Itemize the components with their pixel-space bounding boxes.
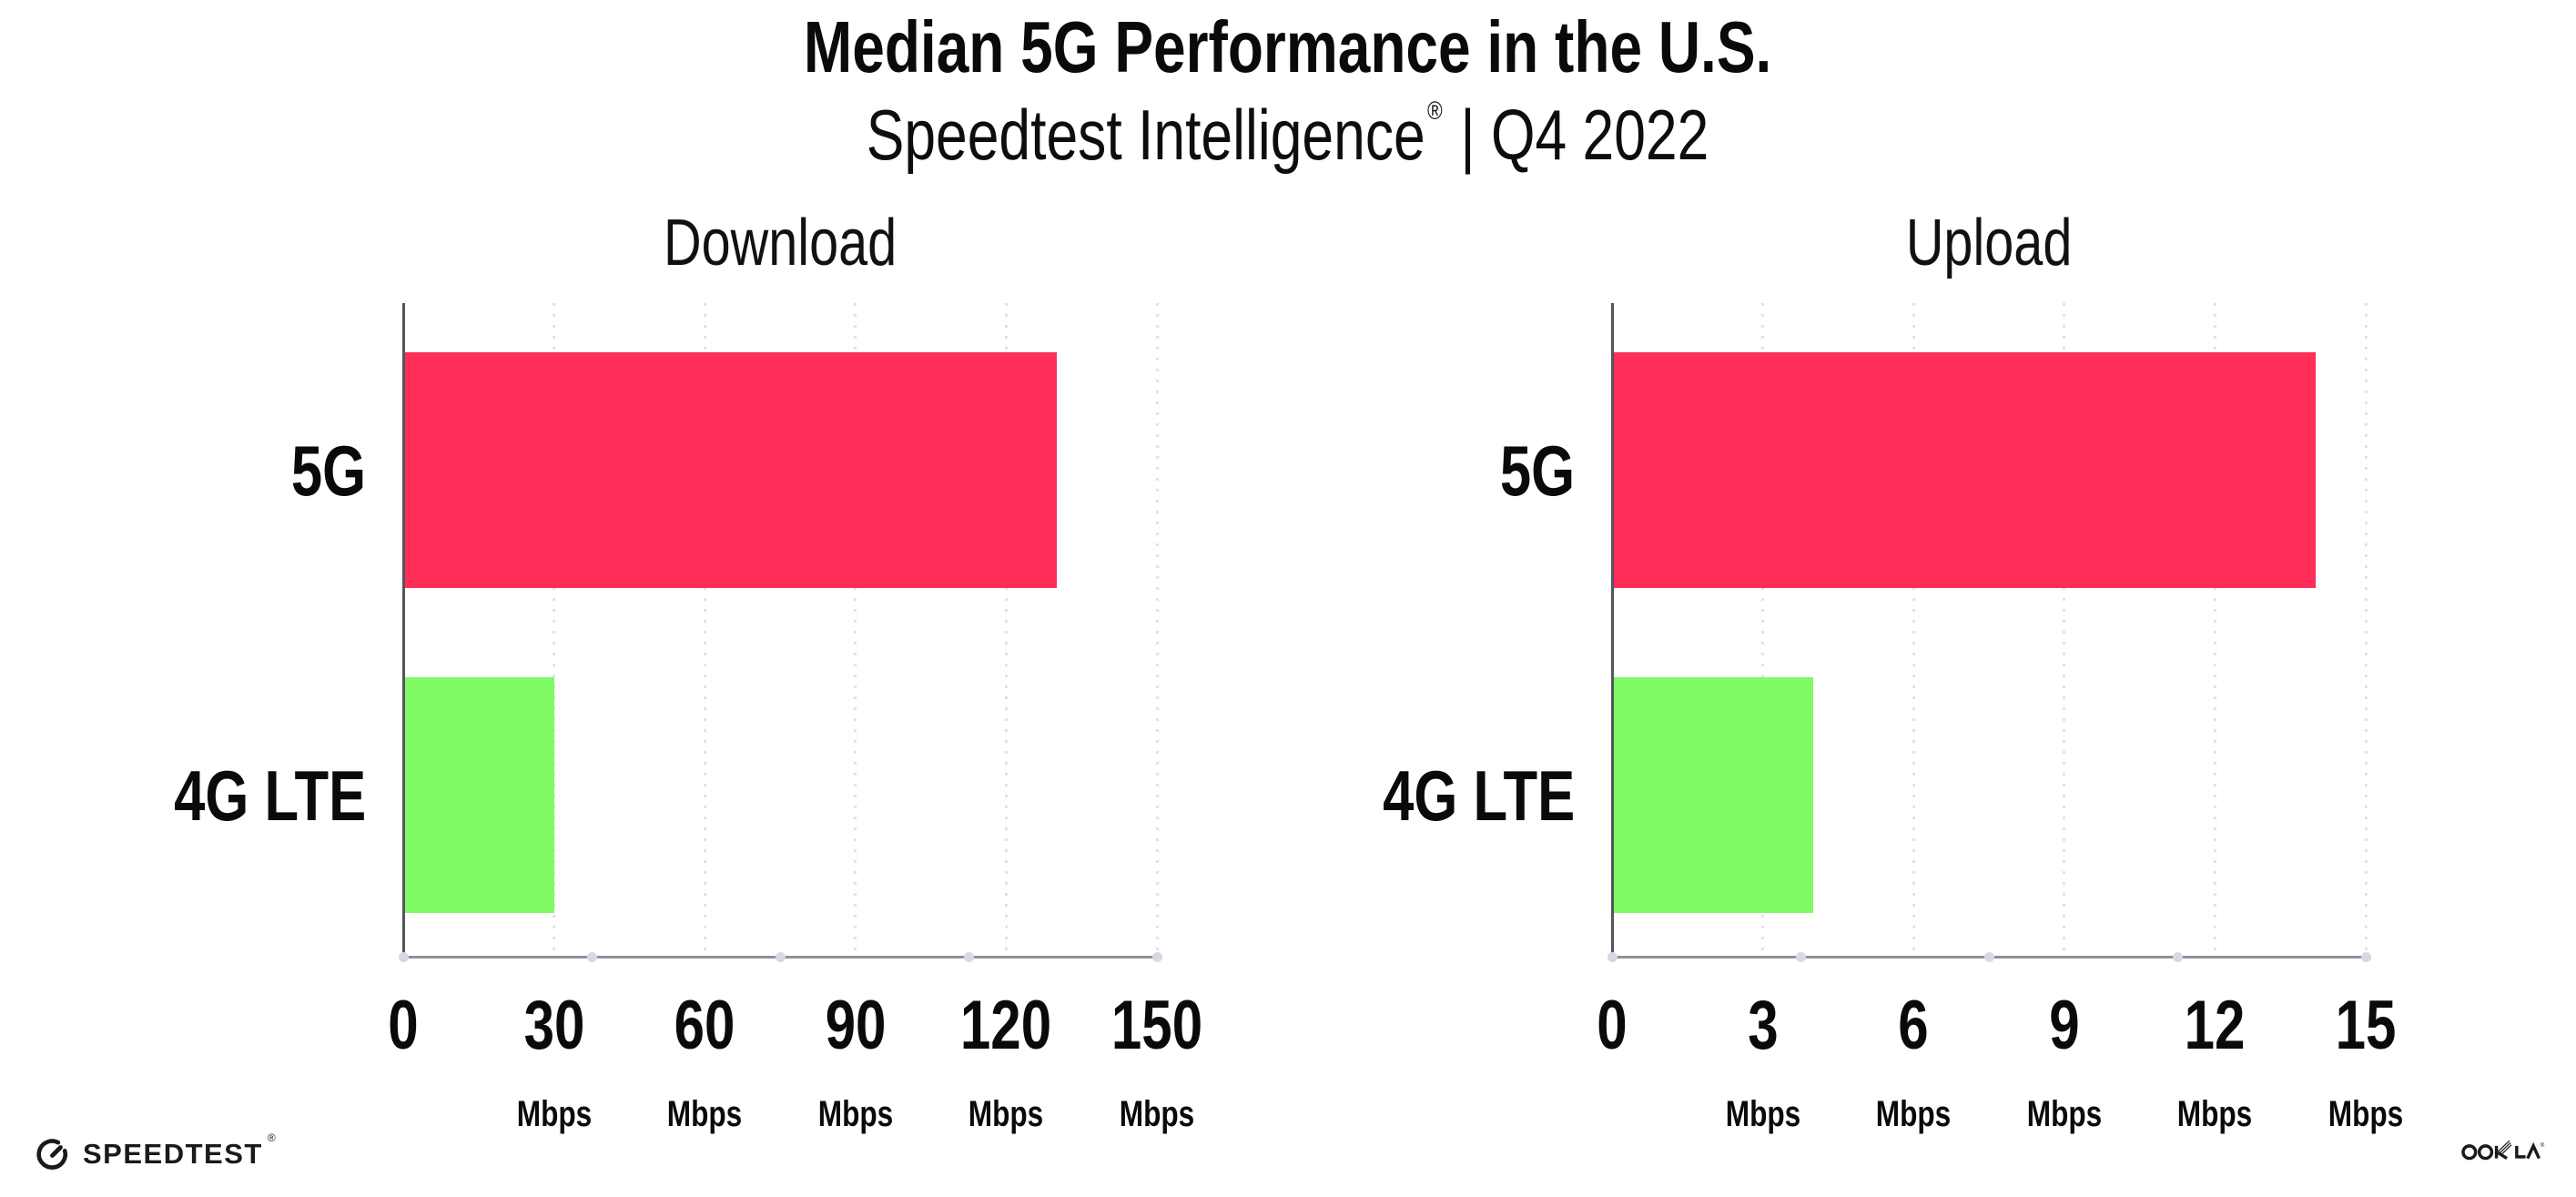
y-axis — [402, 303, 405, 959]
x-tick-text: 0 — [388, 987, 419, 1064]
x-tick-label-60: 60 — [666, 988, 744, 1064]
category-label-4g-lte: 4G LTE — [1332, 758, 1575, 833]
axis-marker-dot — [2360, 952, 2371, 962]
page-title: Median 5G Performance in the U.S. — [0, 4, 2576, 91]
subtitle-period: | Q4 2022 — [1445, 95, 1709, 175]
x-tick-text: 6 — [1898, 987, 1929, 1064]
x-tick-unit-text: Mbps — [969, 1094, 1044, 1134]
x-tick-text: 12 — [2184, 987, 2246, 1064]
axis-marker-dot — [1983, 952, 1994, 962]
x-tick-label-30: 30 — [515, 988, 593, 1064]
x-tick-label-0: 0 — [384, 988, 422, 1064]
gridline-9-mbps — [2063, 303, 2066, 959]
x-tick-text: 120 — [960, 987, 1052, 1064]
category-label-5g: 5G — [271, 433, 366, 508]
download-chart-title: Download — [663, 207, 898, 279]
x-tick-unit-label: Mbps — [808, 1093, 903, 1135]
x-tick-text: 3 — [1747, 987, 1779, 1064]
axis-marker-dot — [775, 952, 786, 962]
subtitle-brand: Speedtest Intelligence — [867, 95, 1426, 175]
x-tick-text: 0 — [1597, 987, 1628, 1064]
x-tick-unit-label: Mbps — [506, 1093, 601, 1135]
x-tick-unit-label: Mbps — [1715, 1093, 1810, 1135]
x-tick-label-0: 0 — [1593, 988, 1631, 1064]
bar-4g-lte-upload — [1612, 677, 1813, 913]
upload-chart: Upload 0 3 Mbps 6 Mbps 9 Mbps 12 Mbps 15 Mbps 5G 4G … — [1383, 207, 2403, 1134]
subtitle: Speedtest Intelligence® | Q4 2022 — [0, 91, 2576, 178]
gridline-120-mbps — [1004, 303, 1008, 959]
ookla-wordmark-icon: ® — [2461, 1140, 2545, 1161]
axis-marker-dot — [1151, 952, 1162, 962]
x-tick-unit-text: Mbps — [817, 1094, 894, 1134]
x-tick-text: 90 — [825, 987, 887, 1064]
axis-marker-dot — [963, 952, 974, 962]
upload-chart-title: Upload — [1905, 207, 2073, 279]
category-label-5g: 5G — [1480, 433, 1575, 508]
x-tick-label-120: 120 — [948, 988, 1064, 1064]
x-tick-label-90: 90 — [817, 988, 895, 1064]
gridline-60-mbps — [703, 303, 706, 959]
x-tick-unit-text: Mbps — [516, 1094, 592, 1134]
x-tick-unit-text: Mbps — [2026, 1094, 2103, 1134]
x-tick-unit-text: Mbps — [1725, 1094, 1800, 1134]
x-tick-text: 150 — [1111, 987, 1203, 1064]
ookla-logo: OOKLA ® — [2461, 1140, 2545, 1166]
x-tick-label-150: 150 — [1100, 988, 1215, 1064]
x-tick-label-3: 3 — [1743, 988, 1781, 1064]
upload-plot-area: 0 3 Mbps 6 Mbps 9 Mbps 12 Mbps 15 Mbps 5G 4G LTE — [1383, 303, 2403, 1134]
speedtest-wordmark: SPEEDTEST — [83, 1138, 263, 1170]
x-tick-unit-label: Mbps — [2318, 1093, 2413, 1135]
axis-marker-dot — [1607, 952, 1618, 962]
x-tick-unit-label: Mbps — [1866, 1093, 1961, 1135]
x-tick-unit-text: Mbps — [1875, 1094, 1952, 1134]
x-tick-label-6: 6 — [1894, 988, 1932, 1064]
gridline-90-mbps — [854, 303, 857, 959]
axis-marker-dot — [398, 952, 409, 962]
x-tick-unit-label: Mbps — [958, 1093, 1053, 1135]
x-tick-label-9: 9 — [2045, 988, 2084, 1064]
x-tick-unit-text: Mbps — [2328, 1094, 2404, 1134]
speedtest-logo: SPEEDTEST ® — [35, 1132, 276, 1176]
x-tick-text: 30 — [523, 987, 584, 1064]
y-axis — [1611, 303, 1614, 959]
gridline-15-mbps — [2364, 303, 2368, 959]
bar-5g-upload — [1612, 352, 2316, 588]
category-text: 5G — [1499, 430, 1575, 511]
category-text: 4G LTE — [173, 755, 366, 836]
gridline-6-mbps — [1912, 303, 1915, 959]
axis-marker-dot — [2172, 952, 2183, 962]
speedtest-gauge-icon — [36, 1139, 68, 1170]
bar-4g-lte-download — [403, 677, 554, 913]
category-text: 4G LTE — [1382, 755, 1575, 836]
x-tick-unit-label: Mbps — [2167, 1093, 2262, 1135]
category-label-4g-lte: 4G LTE — [123, 758, 366, 833]
gridline-12-mbps — [2213, 303, 2216, 959]
x-tick-unit-text: Mbps — [666, 1094, 743, 1134]
x-tick-unit-text: Mbps — [2177, 1094, 2253, 1134]
x-tick-text: 60 — [674, 987, 735, 1064]
x-tick-label-15: 15 — [2328, 988, 2405, 1064]
x-tick-unit-label: Mbps — [1110, 1093, 1204, 1135]
x-tick-label-12: 12 — [2176, 988, 2254, 1064]
axis-marker-dot — [1795, 952, 1806, 962]
bar-5g-download — [403, 352, 1057, 588]
axis-marker-dot — [586, 952, 597, 962]
gridline-30-mbps — [553, 303, 556, 959]
x-tick-text: 15 — [2335, 987, 2397, 1064]
x-tick-unit-label: Mbps — [2017, 1093, 2112, 1135]
category-text: 5G — [290, 430, 366, 511]
x-tick-unit-label: Mbps — [657, 1093, 752, 1135]
gridline-150-mbps — [1155, 303, 1159, 959]
x-tick-unit-text: Mbps — [1119, 1094, 1195, 1134]
registered-mark: ® — [1427, 96, 1444, 125]
page-title-text: Median 5G Performance in the U.S. — [804, 6, 1772, 87]
gridline-3-mbps — [1761, 303, 1765, 959]
x-tick-text: 9 — [2049, 987, 2080, 1064]
download-chart: Download 0 30 Mbps 60 Mbps 90 Mbps 120 Mbps 150 Mb… — [174, 207, 1202, 1134]
ookla-registered-mark: ® — [2541, 1141, 2545, 1149]
download-plot-area: 0 30 Mbps 60 Mbps 90 Mbps 120 Mbps 150 Mbps 5G 4G LT… — [174, 303, 1202, 1134]
